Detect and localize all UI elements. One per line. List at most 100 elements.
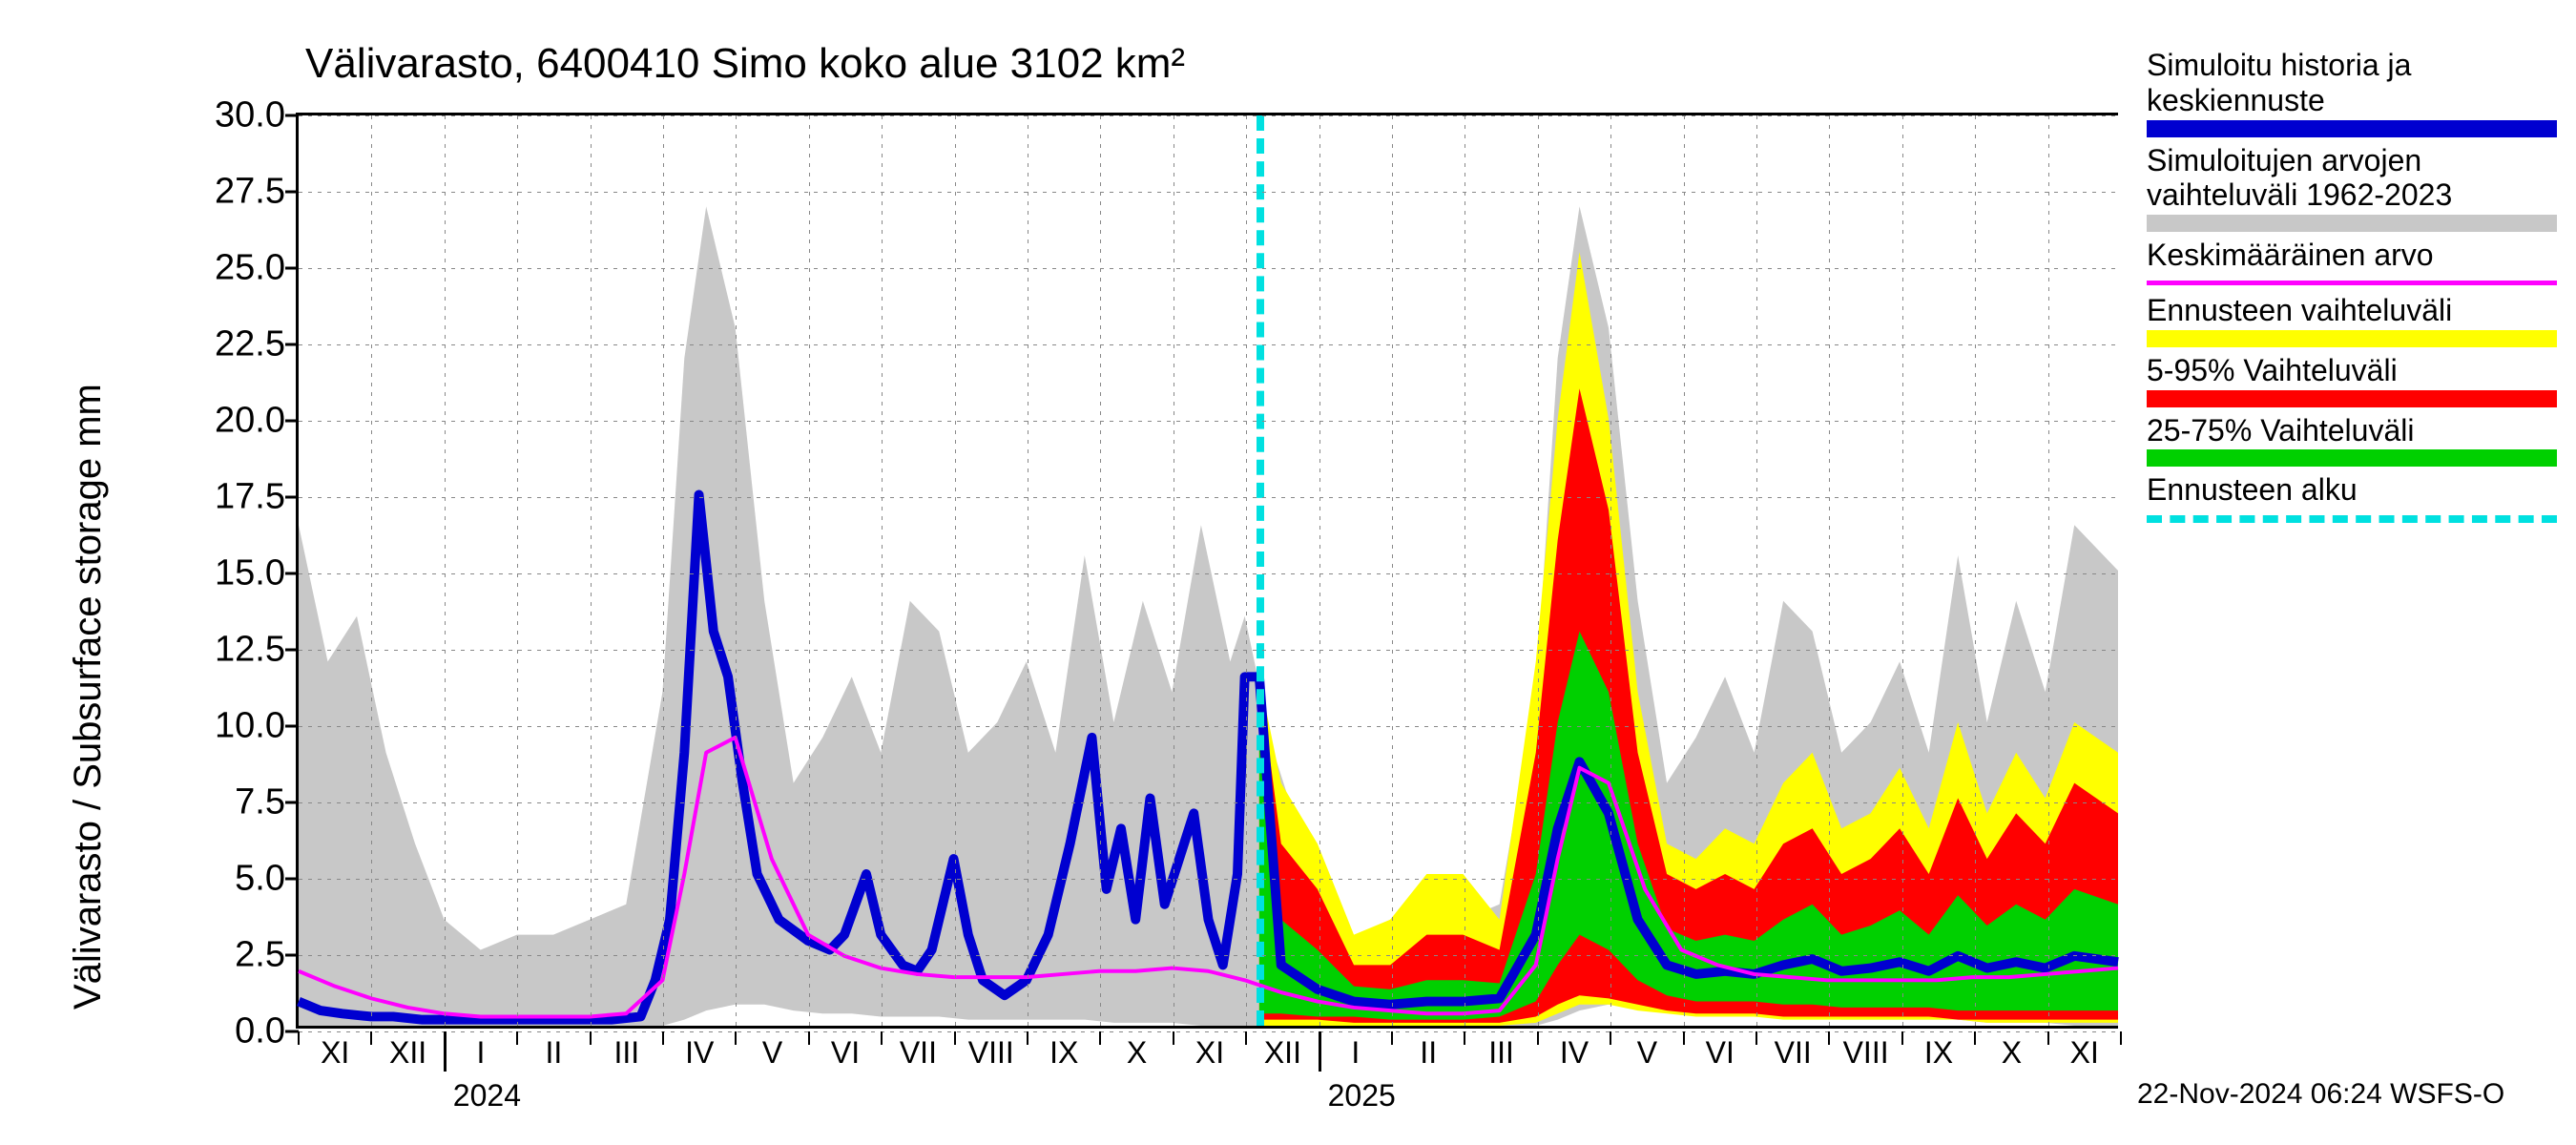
gridline-v [591, 115, 592, 1026]
gridline-v [1829, 115, 1830, 1026]
forecast-start-line [1257, 115, 1264, 1026]
xtick-label: I [1351, 1026, 1360, 1071]
xtick-mark [1027, 1031, 1028, 1045]
gridline-h [299, 268, 2118, 269]
chart-svg-layer [299, 115, 2118, 1026]
ytick-label: 30.0 [215, 95, 299, 136]
legend-entry: Simuloitu historia ja keskiennuste [2147, 48, 2557, 137]
xtick-mark [735, 1031, 737, 1045]
xtick-label: I [477, 1026, 486, 1071]
ytick-label: 0.0 [235, 1011, 299, 1052]
ytick-label: 7.5 [235, 782, 299, 823]
legend-label: Ennusteen vaihteluväli [2147, 293, 2557, 328]
gridline-h [299, 802, 2118, 803]
xtick-mark [516, 1031, 518, 1045]
xtick-label: VI [1706, 1026, 1735, 1071]
ytick-label: 20.0 [215, 401, 299, 442]
xtick-mark [1828, 1031, 1830, 1045]
gridline-v [1975, 115, 1976, 1026]
xtick-mark [1245, 1031, 1247, 1045]
xtick-label: VIII [1843, 1026, 1889, 1071]
gridline-v [1100, 115, 1101, 1026]
ytick-label: 22.5 [215, 324, 299, 365]
gridline-h [299, 726, 2118, 727]
legend-label: 25-75% Vaihteluväli [2147, 413, 2557, 448]
xtick-label: V [1637, 1026, 1657, 1071]
gridline-v [1902, 115, 1903, 1026]
gridline-v [1246, 115, 1247, 1026]
legend-entry: Keskimääräinen arvo [2147, 238, 2557, 285]
gridline-h [299, 879, 2118, 880]
ytick-label: 25.0 [215, 248, 299, 289]
xtick-mark [590, 1031, 592, 1045]
gridline-v [445, 115, 446, 1026]
xtick-label: III [1488, 1026, 1514, 1071]
legend-label: Ennusteen alku [2147, 472, 2557, 508]
xtick-label: IX [1049, 1026, 1078, 1071]
ytick-label: 27.5 [215, 172, 299, 213]
legend-label: Simuloitu historia ja keskiennuste [2147, 48, 2557, 118]
xtick-label: IX [1924, 1026, 1953, 1071]
legend: Simuloitu historia ja keskiennuste Simulo… [2147, 48, 2557, 531]
legend-label: Simuloitujen arvojen vaihteluväli 1962-2… [2147, 143, 2557, 214]
gridline-v [1756, 115, 1757, 1026]
xtick-mark [444, 1031, 446, 1045]
gridline-v [736, 115, 737, 1026]
gridline-v [955, 115, 956, 1026]
xtick-mark [662, 1031, 664, 1045]
legend-swatch [2147, 120, 2557, 137]
xtick-label: XI [2070, 1026, 2099, 1071]
xtick-label: VIII [968, 1026, 1014, 1071]
xtick-mark [808, 1031, 810, 1045]
gridline-v [1610, 115, 1611, 1026]
xtick-mark [1319, 1031, 1320, 1045]
xtick-mark [881, 1031, 883, 1045]
gridline-v [2048, 115, 2049, 1026]
ytick-label: 12.5 [215, 630, 299, 671]
gridline-v [1684, 115, 1685, 1026]
xtick-label: VI [831, 1026, 860, 1071]
chart-title: Välivarasto, 6400410 Simo koko alue 3102… [305, 40, 1185, 88]
legend-swatch [2147, 330, 2557, 347]
gridline-v [1538, 115, 1539, 1026]
legend-entry: Ennusteen vaihteluväli [2147, 293, 2557, 347]
gridline-v [1319, 115, 1320, 1026]
legend-swatch [2147, 515, 2557, 523]
gridline-v [809, 115, 810, 1026]
gridline-v [882, 115, 883, 1026]
plot-area: 0.02.55.07.510.012.515.017.520.022.525.0… [296, 113, 2118, 1029]
xtick-label: VII [900, 1026, 937, 1071]
xtick-mark [1464, 1031, 1465, 1045]
gridline-h [299, 573, 2118, 574]
timestamp-label: 22-Nov-2024 06:24 WSFS-O [2137, 1078, 2504, 1111]
legend-entry: 5-95% Vaihteluväli [2147, 353, 2557, 407]
year-label: 2025 [1328, 1078, 1396, 1114]
xtick-mark [1099, 1031, 1101, 1045]
xtick-label: III [613, 1026, 639, 1071]
gridline-h [299, 115, 2118, 116]
gridline-h [299, 192, 2118, 193]
xtick-label: XI [1195, 1026, 1224, 1071]
xtick-mark [2047, 1031, 2049, 1045]
ytick-label: 2.5 [235, 935, 299, 976]
xtick-label: XII [389, 1026, 426, 1071]
legend-label: 5-95% Vaihteluväli [2147, 353, 2557, 388]
xtick-mark [1173, 1031, 1174, 1045]
xtick-mark [370, 1031, 372, 1045]
xtick-label: XII [1264, 1026, 1301, 1071]
gridline-h [299, 955, 2118, 956]
legend-swatch [2147, 390, 2557, 407]
gridline-v [663, 115, 664, 1026]
gridline-v [371, 115, 372, 1026]
legend-entry: Ennusteen alku [2147, 472, 2557, 523]
xtick-label: VII [1775, 1026, 1812, 1071]
ytick-label: 5.0 [235, 859, 299, 900]
gridline-h [299, 650, 2118, 651]
xtick-label: IV [1560, 1026, 1589, 1071]
legend-label: Keskimääräinen arvo [2147, 238, 2557, 273]
ytick-label: 15.0 [215, 553, 299, 594]
xtick-label: II [1420, 1026, 1437, 1071]
gridline-h [299, 421, 2118, 422]
xtick-mark [1683, 1031, 1685, 1045]
xtick-mark [954, 1031, 956, 1045]
